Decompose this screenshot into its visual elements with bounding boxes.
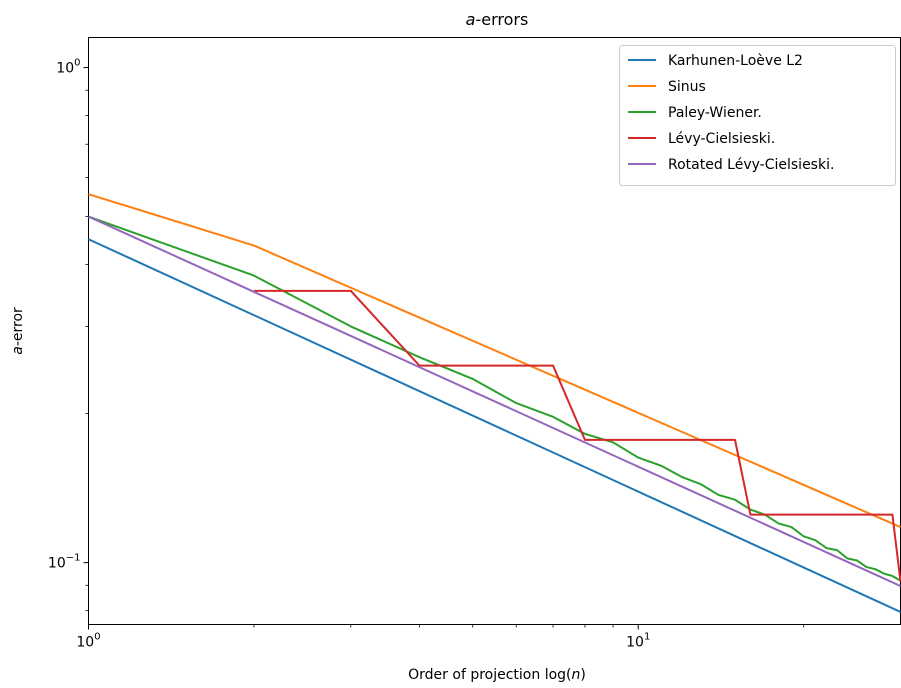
y-axis-label: a-error xyxy=(10,307,26,355)
y-tick-label-2: 10−1 xyxy=(48,553,81,572)
series-group xyxy=(88,193,901,613)
x-axis-label: Order of projection log(n) xyxy=(408,667,586,683)
x-tick-label-2: 101 xyxy=(626,632,650,651)
series-line-3 xyxy=(88,215,901,582)
legend: Karhunen-Loève L2 Sinus Paley-Wiener. Lévy-… xyxy=(619,45,896,186)
y-tick-label-1: 100 xyxy=(56,58,80,77)
legend-label-5: Rotated Lévy-Cielsieski. xyxy=(668,157,834,173)
legend-label-4: Lévy-Cielsieski. xyxy=(668,131,775,147)
series-line-2 xyxy=(88,193,901,528)
x-tick-label-1: 100 xyxy=(76,632,100,651)
legend-label-3: Paley-Wiener. xyxy=(668,105,762,121)
legend-box xyxy=(619,45,896,186)
legend-label-2: Sinus xyxy=(668,79,706,95)
series-line-1 xyxy=(88,238,901,613)
ticks-group: 100 101 100 10−1 xyxy=(48,58,805,651)
chart-title: a-errors xyxy=(466,10,529,29)
legend-label-1: Karhunen-Loève L2 xyxy=(668,53,803,69)
series-line-4 xyxy=(253,289,901,582)
series-line-5 xyxy=(88,215,901,587)
